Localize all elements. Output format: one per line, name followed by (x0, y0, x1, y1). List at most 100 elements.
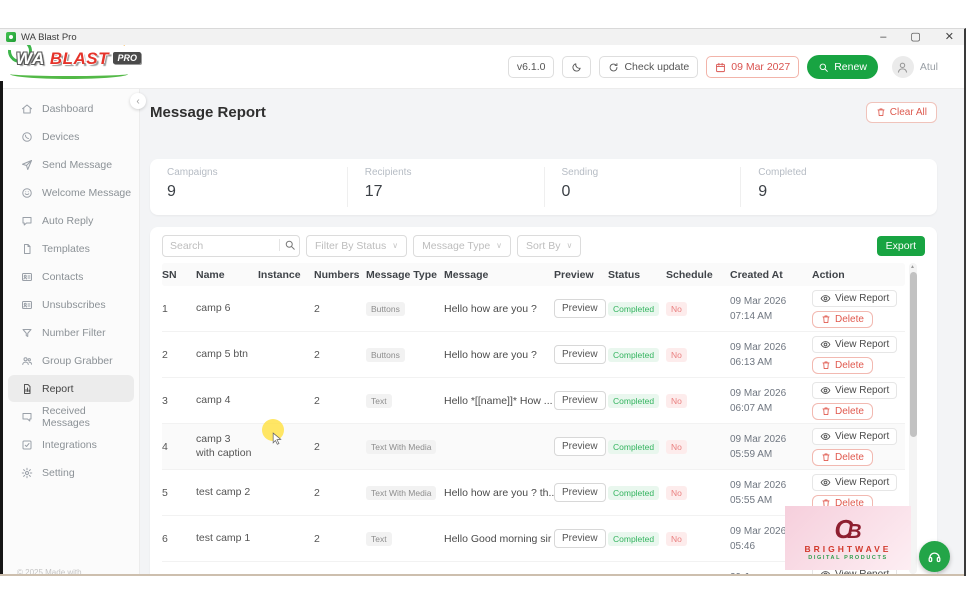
column-header-preview: Preview (554, 269, 608, 281)
logo-wa: WA (16, 49, 45, 68)
scrollbar-thumb[interactable] (910, 272, 917, 437)
delete-button[interactable]: Delete (812, 357, 873, 374)
cell-message: Hello how are you ? (444, 349, 554, 361)
sidebar-item-send-message[interactable]: Send Message (8, 151, 134, 178)
sidebar-item-setting[interactable]: Setting (8, 459, 134, 486)
stat-label: Recipients (365, 167, 544, 178)
sidebar-item-number-filter[interactable]: Number Filter (8, 319, 134, 346)
filter-by-status-dropdown[interactable]: Filter By Status∨ (306, 235, 407, 257)
close-button[interactable]: ✕ (945, 29, 954, 45)
cell-preview: Preview (554, 483, 608, 502)
delete-button[interactable]: Delete (812, 311, 873, 328)
support-button[interactable] (919, 541, 950, 572)
sidebar-item-unsubscribes[interactable]: Unsubscribes (8, 291, 134, 318)
schedule-badge: No (666, 348, 687, 362)
sidebar-item-templates[interactable]: Templates (8, 235, 134, 262)
view-report-button[interactable]: View Report (812, 382, 897, 399)
view-report-button[interactable]: View Report (812, 336, 897, 353)
preview-button[interactable]: Preview (554, 391, 606, 410)
sidebar-item-received-messages[interactable]: Received Messages (8, 403, 134, 430)
renew-button[interactable]: Renew (807, 55, 878, 79)
chevron-down-icon: ∨ (392, 241, 398, 250)
cell-message-type: Text (366, 532, 444, 546)
stat-label: Completed (758, 167, 937, 178)
sidebar-item-dashboard[interactable]: Dashboard (8, 95, 134, 122)
cell-message: Hello *[[name]]* How ... (444, 395, 554, 407)
schedule-badge: No (666, 532, 687, 546)
main-content: Message Report Clear All Campaigns9Recip… (140, 89, 964, 574)
cell-schedule: No (666, 348, 730, 362)
sidebar-item-label: Received Messages (42, 405, 134, 429)
sidebar-item-label: Group Grabber (42, 355, 113, 367)
check-update-button[interactable]: Check update (599, 56, 698, 78)
cell-sn: 1 (162, 303, 196, 315)
sidebar-item-group-grabber[interactable]: Group Grabber (8, 347, 134, 374)
sidebar-item-report[interactable]: Report (8, 375, 134, 402)
preview-button[interactable]: Preview (554, 483, 606, 502)
sidebar-item-label: Devices (42, 131, 79, 143)
sort-by-dropdown[interactable]: Sort By∨ (517, 235, 581, 257)
preview-button[interactable]: Preview (554, 529, 606, 548)
table-row: 1camp 62ButtonsHello how are you ?Previe… (162, 286, 905, 332)
maximize-button[interactable]: ▢ (910, 29, 920, 45)
sidebar-item-integrations[interactable]: Integrations (8, 431, 134, 458)
report-icon (21, 383, 33, 395)
sidebar-item-label: Report (42, 383, 74, 395)
preview-button[interactable]: Preview (554, 437, 606, 456)
cell-message: Hello Good morning sir (444, 533, 554, 545)
sidebar-item-welcome-message[interactable]: Welcome Message (8, 179, 134, 206)
cell-status: Completed (608, 348, 666, 362)
calendar-icon (715, 62, 726, 73)
cell-numbers: 2 (314, 533, 366, 545)
trash-icon (821, 406, 831, 416)
stat-label: Sending (562, 167, 741, 178)
delete-button[interactable]: Delete (812, 403, 873, 420)
cell-schedule: No (666, 394, 730, 408)
sidebar-item-label: Send Message (42, 159, 112, 171)
cell-message-type: Text With Media (366, 440, 444, 454)
delete-button[interactable]: Delete (812, 449, 873, 466)
dark-mode-toggle[interactable] (562, 56, 591, 78)
sidebar-item-label: Welcome Message (42, 187, 131, 199)
window-bottom-border (0, 574, 964, 576)
eye-icon (820, 431, 831, 442)
stat-sending: Sending0 (544, 167, 741, 207)
mouse-cursor (271, 432, 284, 445)
message-type-badge: Text (366, 394, 392, 408)
status-badge: Completed (608, 532, 659, 546)
preview-button[interactable]: Preview (554, 345, 606, 364)
cell-sn: 3 (162, 395, 196, 407)
stat-campaigns: Campaigns9 (150, 167, 347, 207)
cell-created-at: 09 Mar 202605:59 AM (730, 432, 812, 462)
license-date-badge: 09 Mar 2027 (706, 56, 799, 78)
view-report-button[interactable]: View Report (812, 290, 897, 307)
column-header-status: Status (608, 269, 666, 281)
sidebar-item-contacts[interactable]: Contacts (8, 263, 134, 290)
cell-preview: Preview (554, 299, 608, 318)
status-badge: Completed (608, 486, 659, 500)
status-badge: Completed (608, 348, 659, 362)
chevron-down-icon: ∨ (566, 241, 572, 250)
cell-schedule: No (666, 440, 730, 454)
sidebar-collapse-button[interactable]: ‹ (130, 93, 146, 109)
sidebar-item-label: Unsubscribes (42, 299, 106, 311)
preview-button[interactable]: Preview (554, 299, 606, 318)
eye-icon (820, 293, 831, 304)
scrollbar-up-arrow[interactable]: ▲ (910, 264, 915, 270)
view-report-button[interactable]: View Report (812, 474, 897, 491)
user-menu[interactable]: Atul (892, 56, 938, 78)
export-button[interactable]: Export (877, 236, 925, 256)
message-type-dropdown[interactable]: Message Type∨ (413, 235, 511, 257)
app-header: v6.1.0 Check update 09 Mar 2027 Renew At… (0, 45, 964, 89)
table-row: 3camp 42TextHello *[[name]]* How ...Prev… (162, 378, 905, 424)
sidebar-item-auto-reply[interactable]: Auto Reply (8, 207, 134, 234)
cell-sn: 6 (162, 533, 196, 545)
view-report-button[interactable]: View Report (812, 428, 897, 445)
sidebar-item-label: Contacts (42, 271, 83, 283)
minimize-button[interactable]: – (880, 29, 886, 45)
chat-icon (21, 215, 33, 227)
clear-all-button[interactable]: Clear All (866, 102, 937, 123)
send-icon (21, 159, 33, 171)
gear-icon (21, 467, 33, 479)
sidebar-item-devices[interactable]: Devices (8, 123, 134, 150)
